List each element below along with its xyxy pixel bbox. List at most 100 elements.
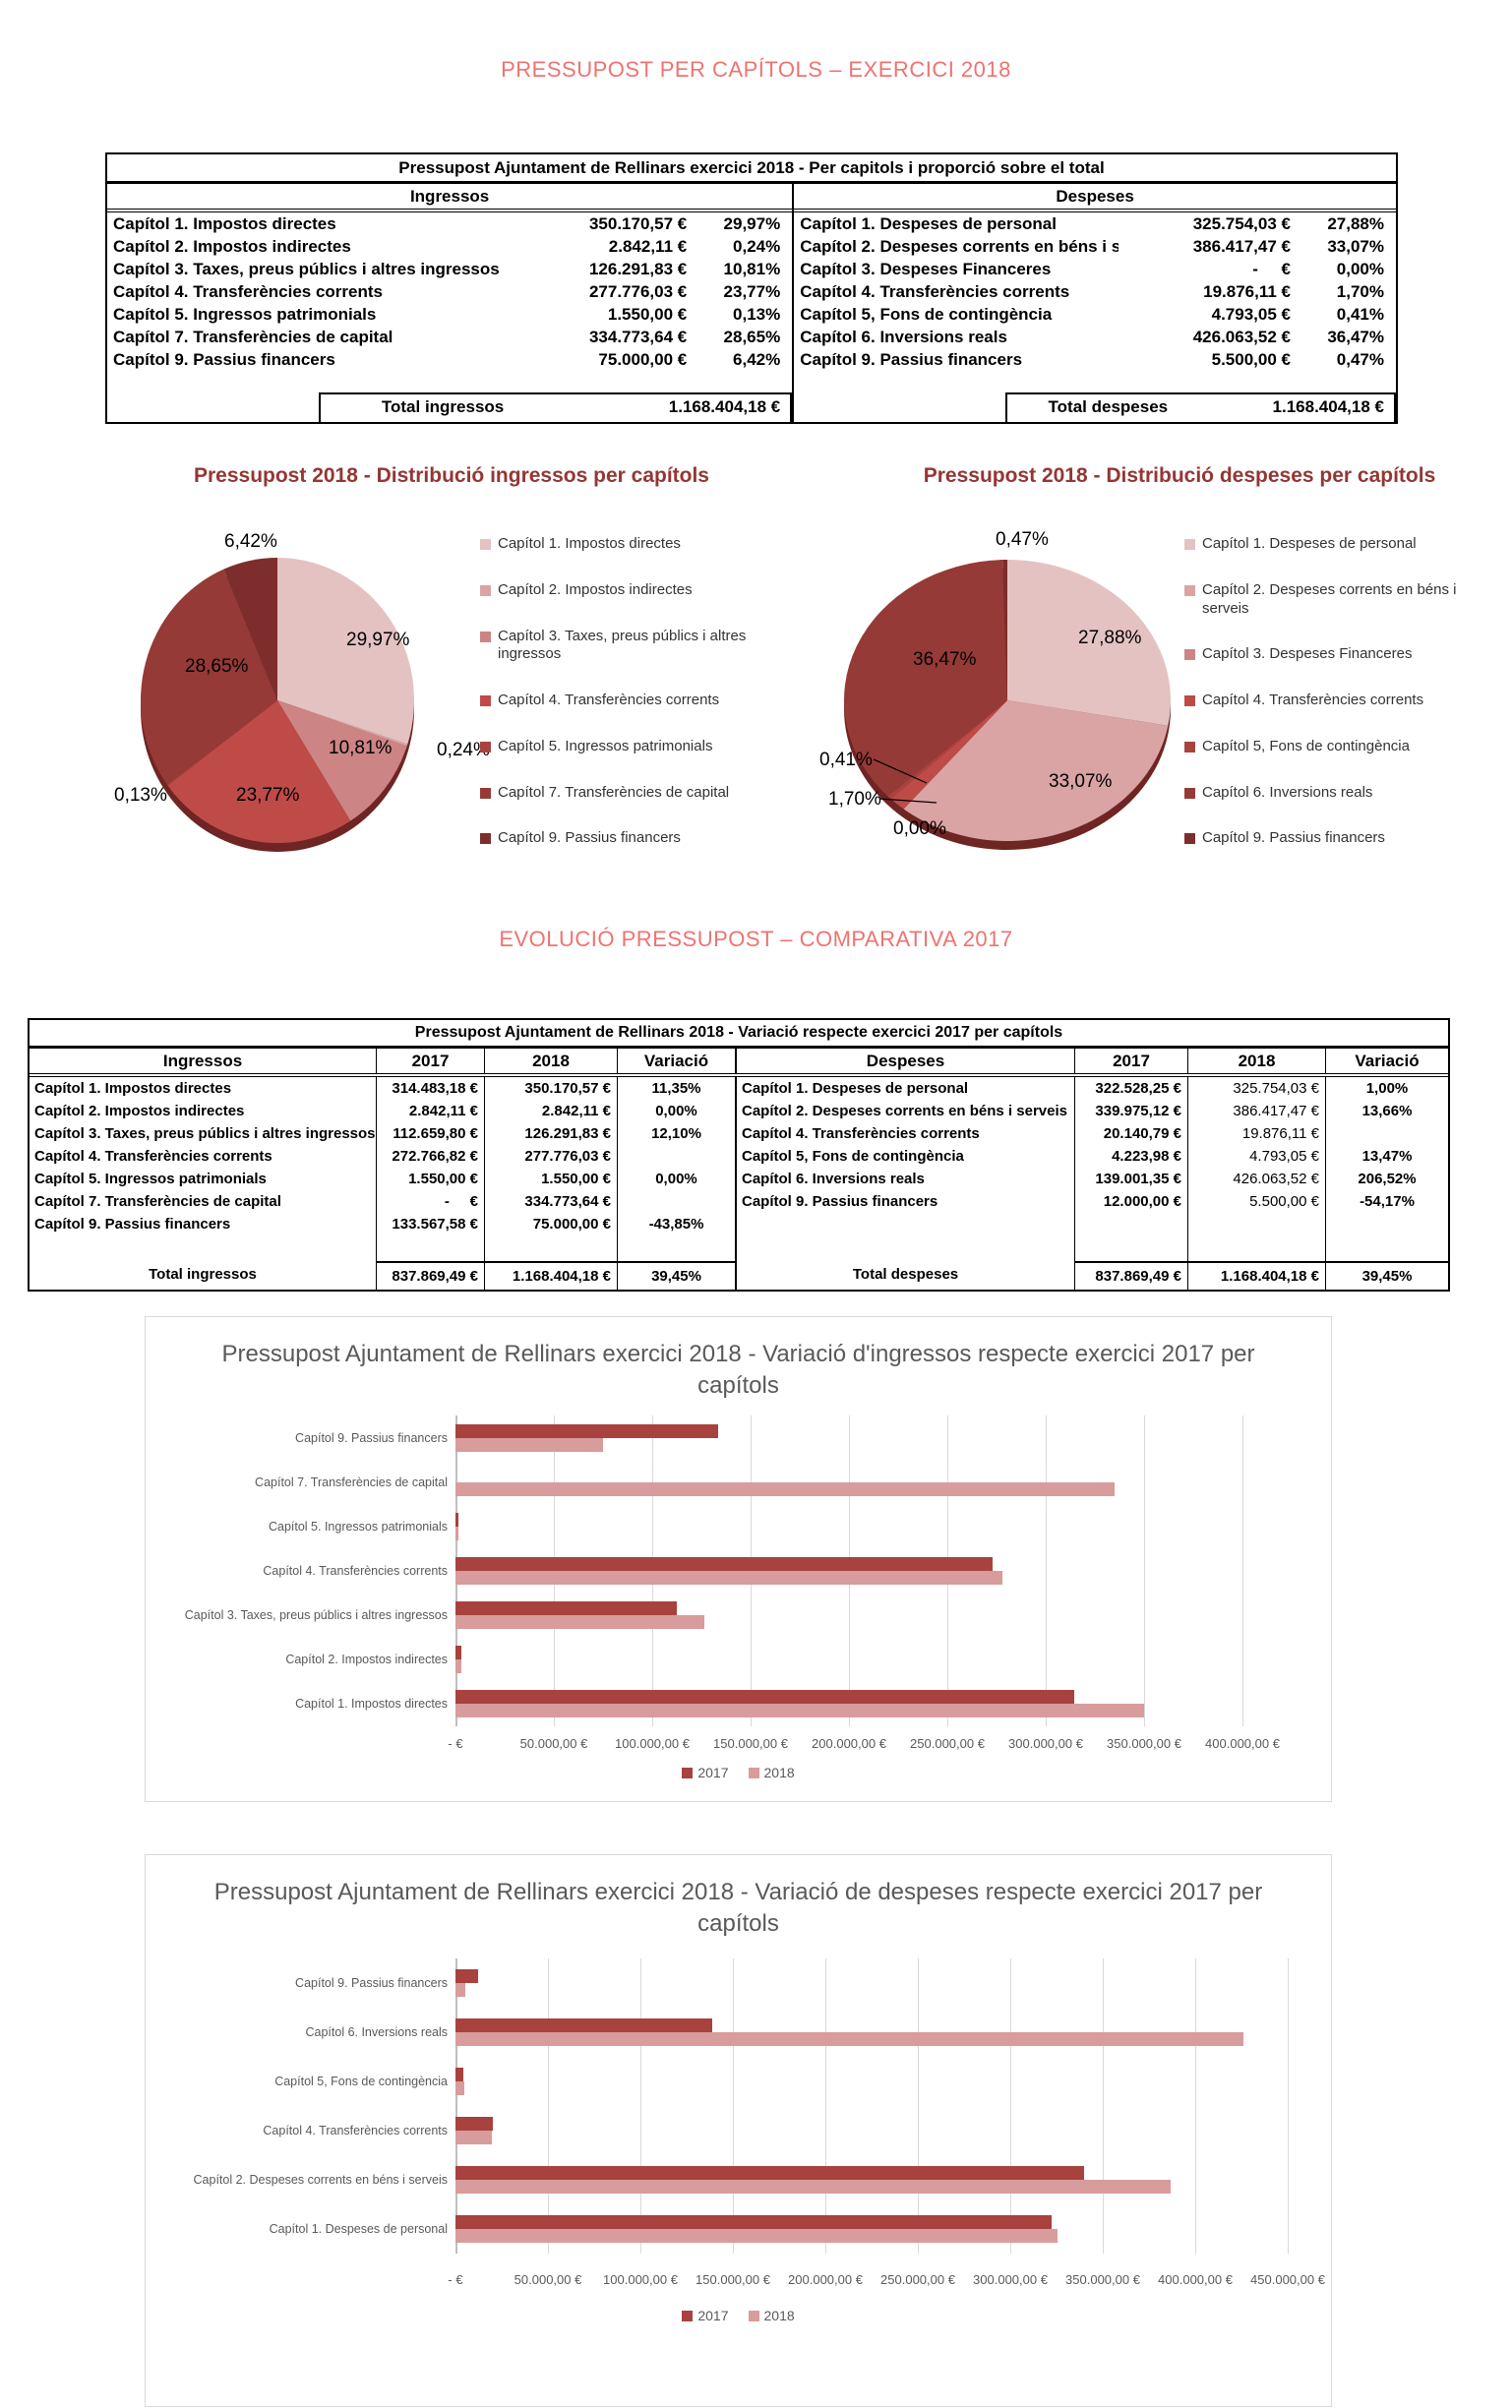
table-row: Capítol 3. Taxes, preus públics i altres… [107, 258, 792, 280]
row-amount: 334.773,64 € [588, 328, 688, 346]
callout-line [873, 758, 928, 784]
category-label: Capítol 2. Despeses corrents en béns i s… [193, 2173, 448, 2187]
legend-item: Capítol 4. Transferències corrents [480, 692, 785, 710]
legend-item: Capítol 1. Despeses de personal [1184, 535, 1497, 554]
row-percent: 36,47% [1327, 328, 1384, 346]
row-2017: 314.483,18 € [376, 1077, 484, 1100]
pie-percent-label: 33,07% [1049, 771, 1113, 792]
bar-2017 [455, 2166, 1085, 2180]
legend-item: 2018 [748, 1765, 795, 1780]
legend-swatch [748, 2310, 759, 2321]
legend-swatch [1184, 539, 1195, 550]
row-2018: 1.550,00 € [484, 1168, 617, 1190]
spacer-cell [30, 1235, 376, 1261]
x-tick-label: 200.000,00 € [788, 2272, 863, 2287]
row-variacio: 0,00% [617, 1168, 735, 1190]
category-label: Capítol 4. Transferències corrents [263, 1563, 448, 1578]
pie-slice [890, 700, 1007, 810]
row-label: Capítol 3. Taxes, preus públics i altres… [34, 1125, 376, 1142]
row-variacio: 0,00% [617, 1100, 735, 1122]
pie-percent-label: 0,41% [819, 750, 873, 770]
table-row: Capítol 4. Transferències corrents 19.876… [794, 280, 1396, 303]
category-label: Capítol 2. Impostos indirectes [285, 1653, 448, 1667]
row-variacio: 11,35% [617, 1077, 735, 1100]
x-tick-label: 400.000,00 € [1158, 2272, 1233, 2287]
row-amount: 5.500,00 € [1211, 350, 1291, 369]
gridline [1144, 1415, 1145, 1726]
x-tick-label: 200.000,00 € [812, 1736, 886, 1751]
row-label: Capítol 7. Transferències de capital [34, 1193, 281, 1210]
row-variacio-despeses: 13,66% [1325, 1100, 1448, 1122]
pie-legend: Capítol 1. Despeses de personal Capítol 2… [1184, 535, 1497, 848]
bar-2018 [455, 2081, 464, 2095]
row-label: Capítol 2. Impostos indirectes [113, 237, 351, 256]
legend-item: Capítol 3. Taxes, preus públics i altres… [480, 628, 785, 665]
pie-percent-label: 27,88% [1078, 628, 1142, 648]
table-row: Capítol 7. Transferències de capital - €3… [30, 1190, 1448, 1213]
row-variacio-despeses [1325, 1122, 1448, 1145]
table-row: Capítol 5. Ingressos patrimonials 1.550,0… [30, 1168, 1448, 1190]
row-amount: 386.417,47 € [1192, 237, 1291, 256]
category-label: Capítol 3. Taxes, preus públics i altres… [184, 1608, 448, 1623]
bar-2018 [455, 1659, 461, 1674]
bar-2017 [455, 1969, 478, 1983]
category-label: Capítol 1. Impostos directes [295, 1697, 448, 1712]
category-label: Capítol 9. Passius financers [295, 1976, 448, 1990]
bar-legend: 2017 2018 [146, 2308, 1331, 2323]
legend-swatch [1184, 787, 1195, 799]
bar-ingressos-title: Pressupost Ajuntament de Rellinars exerc… [221, 1341, 1255, 1400]
pie-percent-label: 0,47% [996, 529, 1049, 550]
row-amount: 277.776,03 € [588, 282, 688, 301]
bar-2018 [455, 1437, 603, 1452]
legend-item: 2017 [682, 2308, 729, 2323]
plot-area [455, 1415, 1243, 1726]
pie-percent-label: 0,24% [437, 740, 490, 760]
pie-despeses-title: Pressupost 2018 - Distribució despeses p… [923, 464, 1436, 487]
pie-slice [277, 700, 408, 747]
legend-item: Capítol 7. Transferències de capital [480, 784, 785, 803]
row-2017: - € [376, 1190, 484, 1213]
bar-2017 [455, 1423, 719, 1438]
table-row: Capítol 6. Inversions reals 426.063,52 € 3… [794, 326, 1396, 348]
row-label: Capítol 1. Impostos directes [34, 1080, 232, 1097]
spacer-cell [617, 1235, 735, 1261]
legend-label: Capítol 9. Passius financers [1202, 829, 1385, 847]
table-row: Capítol 7. Transferències de capital 334.… [107, 326, 792, 348]
legend-label: 2017 [697, 2308, 729, 2323]
x-tick-label: 350.000,00 € [1065, 2272, 1140, 2287]
bar-2018 [455, 2131, 493, 2144]
despeses-rows: Capítol 1. Despeses de personal 325.754,0… [794, 212, 1396, 371]
row-amount: 2.842,11 € [608, 237, 688, 256]
despeses-header: Despeses [794, 184, 1396, 212]
legend-item: Capítol 3. Despeses Financeres [1184, 645, 1497, 664]
legend-item: Capítol 9. Passius financers [1184, 829, 1497, 848]
bar-2017 [455, 2068, 463, 2081]
row-percent: 29,97% [723, 214, 781, 233]
legend-item: 2017 [682, 1765, 729, 1780]
table-row: Capítol 1. Impostos directes 350.170,57 €… [107, 212, 792, 235]
col-2018-despeses: 2018 [1187, 1049, 1325, 1073]
row-label: Capítol 3. Taxes, preus públics i altres… [113, 260, 500, 278]
legend-swatch [480, 584, 491, 596]
gridline [733, 1958, 734, 2254]
x-tick-label: 150.000,00 € [696, 2272, 770, 2287]
legend-label: Capítol 5, Fons de contingència [1202, 737, 1410, 754]
x-tick-label: 150.000,00 € [713, 1736, 788, 1751]
x-tick-label: 50.000,00 € [514, 2272, 582, 2287]
legend-swatch [1184, 833, 1195, 845]
pie [141, 558, 414, 852]
row-2017-despeses: 139.001,35 € [1074, 1168, 1187, 1190]
despeses-section: Despeses Capítol 1. Despeses de personal… [794, 184, 1396, 424]
row-label-despeses [735, 1213, 1074, 1235]
total-row: Total ingressos 837.869,49 €1.168.404,18 … [30, 1261, 1448, 1290]
pie-slice [167, 700, 351, 844]
total-ingressos-2018: 1.168.404,18 € [484, 1261, 617, 1290]
comparison-table-header: Ingressos 2017 2018 Variació Despeses 20… [30, 1049, 1448, 1077]
pie [843, 560, 1172, 850]
legend-swatch [480, 741, 491, 752]
row-2017: 1.550,00 € [376, 1168, 484, 1190]
row-variacio-despeses: -54,17% [1325, 1190, 1448, 1213]
row-variacio-despeses: 13,47% [1325, 1145, 1448, 1168]
ingressos-section: Ingressos Capítol 1. Impostos directes 35… [107, 184, 795, 424]
legend-label: Capítol 1. Despeses de personal [1202, 535, 1417, 552]
